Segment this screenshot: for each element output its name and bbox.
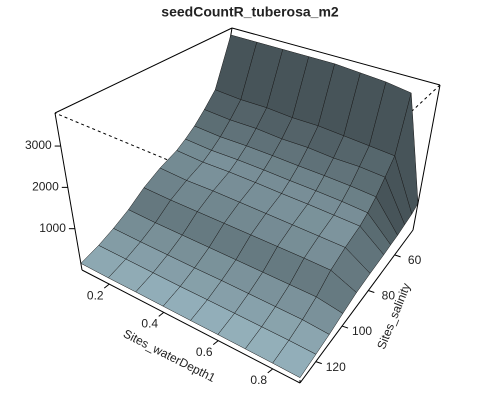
box-edge [54,27,233,114]
box-edge [54,112,83,271]
x-tick [267,368,274,374]
x-tick-label: 0.4 [141,317,158,331]
box-edge [231,27,441,86]
z-tick-label: 3000 [25,138,52,152]
y-tick-label: 120 [326,360,346,374]
y-tick [368,290,375,293]
box-edge [299,84,441,216]
x-tick [212,340,219,346]
x-tick [158,311,165,317]
y-tick [394,254,401,258]
y-tick-label: 80 [382,289,396,303]
x-tick-label: 0.2 [87,288,104,302]
x-tick-label: 0.8 [250,373,267,387]
chart-title: seedCountR_tuberosa_m2 [161,4,339,20]
box-edge [299,229,414,384]
box-edge [412,84,441,231]
x-tick [103,283,110,289]
surface-facet [272,340,317,379]
y-tick [341,325,349,329]
box-edge [81,269,301,384]
y-tick [315,361,322,365]
z-tick-label: 2000 [32,180,59,194]
x-tick-label: 0.6 [196,345,213,359]
z-tick-label: 1000 [39,221,66,235]
y-tick-label: 100 [352,324,372,338]
y-tick-label: 60 [408,253,422,267]
